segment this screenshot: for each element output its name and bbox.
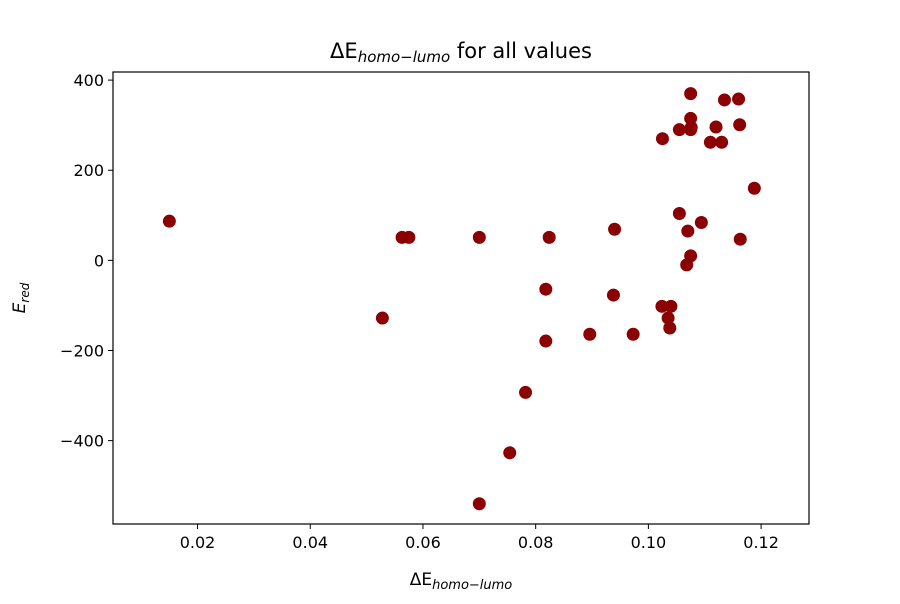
chart-title: ΔEhomo−lumo for all values (330, 39, 592, 66)
scatter-point (472, 497, 486, 511)
scatter-point (606, 288, 620, 302)
scatter-point (681, 224, 695, 238)
scatter-point (733, 232, 747, 246)
scatter-point (684, 87, 698, 101)
chart-title-prefix: ΔE (330, 39, 358, 63)
scatter-point (661, 311, 675, 325)
scatter-point (747, 181, 761, 195)
scatter-point (375, 311, 389, 325)
scatter-point (684, 111, 698, 125)
x-tick-label: 0.06 (405, 533, 441, 552)
scatter-point (672, 207, 686, 221)
scatter-point (672, 123, 686, 137)
x-tick-label: 0.04 (292, 533, 328, 552)
x-axis-label-prefix: ΔE (410, 570, 432, 590)
scatter-point (519, 385, 533, 399)
scatter-point (608, 222, 622, 236)
scatter-point (539, 334, 553, 348)
x-tick-label: 0.12 (743, 533, 779, 552)
scatter-point (684, 249, 698, 263)
x-axis-ticks: 0.02 0.04 0.06 0.08 0.10 0.12 (180, 524, 779, 552)
scatter-point (162, 214, 176, 228)
scatter-point (402, 230, 416, 244)
scatter-point (663, 321, 677, 335)
scatter-point (709, 120, 723, 134)
scatter-point (717, 93, 731, 107)
scatter-points (162, 87, 761, 511)
scatter-point (694, 216, 708, 230)
scatter-point (472, 230, 486, 244)
scatter-point (715, 135, 729, 149)
scatter-point (655, 299, 669, 313)
chart-title-subscript: homo−lumo (358, 48, 451, 66)
y-axis-ticks: 400 200 0 −200 −400 (60, 71, 113, 451)
scatter-point (732, 92, 746, 106)
scatter-point (733, 118, 747, 132)
y-tick-label: −200 (60, 342, 104, 361)
scatter-point (542, 230, 556, 244)
scatter-point (703, 135, 717, 149)
x-tick-label: 0.02 (180, 533, 216, 552)
y-tick-label: −400 (60, 432, 104, 451)
chart-title-suffix: for all values (450, 39, 592, 63)
scatter-point (503, 446, 517, 460)
y-tick-label: 0 (94, 251, 104, 270)
y-tick-label: 400 (73, 71, 104, 90)
x-tick-label: 0.08 (518, 533, 554, 552)
x-axis-label: ΔEhomo−lumo (410, 570, 513, 593)
scatter-point (655, 132, 669, 146)
plot-area-frame (112, 71, 810, 525)
scatter-point (539, 282, 553, 296)
y-tick-label: 200 (73, 161, 104, 180)
y-axis-label-prefix: E (10, 302, 30, 313)
y-axis-label: Ered (10, 282, 32, 313)
scatter-point (664, 299, 678, 313)
y-axis-label-subscript: red (18, 282, 32, 302)
scatter-point (626, 327, 640, 341)
x-tick-label: 0.10 (631, 533, 667, 552)
x-axis-label-subscript: homo−lumo (432, 578, 512, 593)
scatter-point (583, 327, 597, 341)
